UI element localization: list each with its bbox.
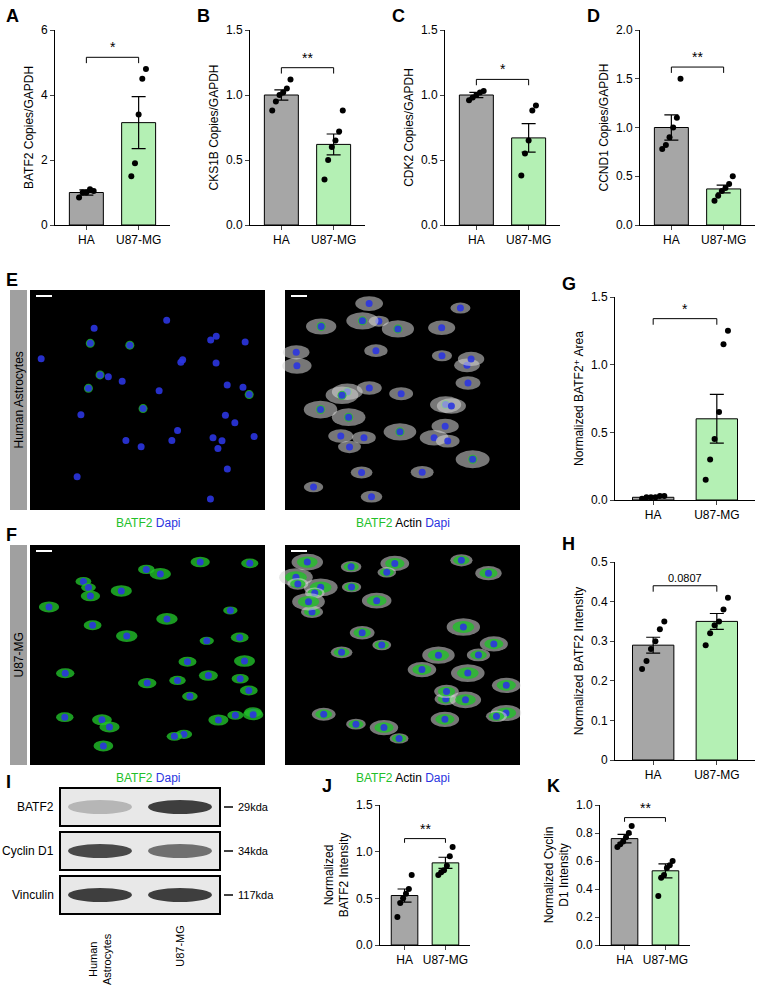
svg-text:6: 6 <box>41 23 48 37</box>
svg-text:34kda: 34kda <box>238 845 269 857</box>
svg-text:0.4: 0.4 <box>576 882 593 896</box>
svg-text:U87-MG: U87-MG <box>311 233 356 247</box>
svg-text:K: K <box>547 776 560 796</box>
svg-text:0.2: 0.2 <box>591 674 608 688</box>
svg-text:1.0: 1.0 <box>591 358 608 372</box>
svg-text:0: 0 <box>41 218 48 232</box>
svg-text:HA: HA <box>468 233 485 247</box>
svg-text:J: J <box>322 776 332 796</box>
svg-text:HA: HA <box>396 953 413 967</box>
svg-text:HA: HA <box>273 233 290 247</box>
svg-text:U87-MG: U87-MG <box>423 953 468 967</box>
svg-text:0.0: 0.0 <box>576 938 593 952</box>
svg-text:CDK2 Copies/GAPDH: CDK2 Copies/GAPDH <box>402 68 416 187</box>
svg-text:BATF2 Actin Dapi: BATF2 Actin Dapi <box>356 771 450 785</box>
svg-text:1.0: 1.0 <box>576 798 593 812</box>
svg-text:Normalized BATF2⁺ Area: Normalized BATF2⁺ Area <box>572 331 586 466</box>
svg-text:4: 4 <box>41 88 48 102</box>
svg-text:I: I <box>6 772 11 792</box>
svg-text:D: D <box>587 6 600 26</box>
svg-text:0.6: 0.6 <box>576 854 593 868</box>
svg-text:BATF2 Copies/GAPDH: BATF2 Copies/GAPDH <box>22 66 36 189</box>
svg-text:A: A <box>6 6 19 26</box>
svg-text:B: B <box>197 6 210 26</box>
svg-text:NormalizedBATF2 Intensity: NormalizedBATF2 Intensity <box>322 833 352 917</box>
svg-text:U87-MG: U87-MG <box>12 632 26 677</box>
svg-text:Human Astrocytes: Human Astrocytes <box>12 351 26 448</box>
svg-text:0.0: 0.0 <box>356 938 373 952</box>
svg-text:*: * <box>110 39 116 55</box>
svg-text:BATF2 Dapi: BATF2 Dapi <box>116 516 180 530</box>
svg-text:29kda: 29kda <box>238 801 269 813</box>
svg-text:1.5: 1.5 <box>421 23 438 37</box>
svg-text:0.5: 0.5 <box>616 169 633 183</box>
svg-text:**: ** <box>640 800 651 816</box>
svg-text:2: 2 <box>41 153 48 167</box>
svg-text:BATF2 Actin Dapi: BATF2 Actin Dapi <box>356 516 450 530</box>
svg-text:0.4: 0.4 <box>591 595 608 609</box>
svg-text:1.5: 1.5 <box>356 798 373 812</box>
svg-text:U87-MG: U87-MG <box>506 233 551 247</box>
svg-text:HA: HA <box>645 768 662 782</box>
svg-text:0.5: 0.5 <box>591 426 608 440</box>
svg-text:U87-MG: U87-MG <box>694 768 739 782</box>
svg-text:0.5: 0.5 <box>356 892 373 906</box>
svg-text:**: ** <box>302 50 313 66</box>
svg-text:**: ** <box>692 49 703 65</box>
svg-text:U87-MG: U87-MG <box>174 925 186 967</box>
svg-text:0.0: 0.0 <box>421 218 438 232</box>
svg-text:1.5: 1.5 <box>226 23 243 37</box>
svg-text:BATF2: BATF2 <box>17 800 54 814</box>
svg-text:1.0: 1.0 <box>421 88 438 102</box>
svg-text:1.0: 1.0 <box>356 845 373 859</box>
svg-text:G: G <box>562 274 576 294</box>
svg-text:Normalized CyclinD1 Intensity: Normalized CyclinD1 Intensity <box>542 827 572 924</box>
svg-text:C: C <box>392 6 405 26</box>
svg-text:0: 0 <box>601 753 608 767</box>
svg-text:1.0: 1.0 <box>616 121 633 135</box>
svg-text:0.0: 0.0 <box>616 218 633 232</box>
svg-text:0.5: 0.5 <box>591 555 608 569</box>
svg-text:1.5: 1.5 <box>591 290 608 304</box>
svg-text:0.0: 0.0 <box>591 493 608 507</box>
svg-text:Cyclin D1: Cyclin D1 <box>2 844 54 858</box>
svg-text:H: H <box>562 534 575 554</box>
svg-text:U87-MG: U87-MG <box>701 233 746 247</box>
svg-text:0.0807: 0.0807 <box>668 572 702 584</box>
svg-text:0.8: 0.8 <box>576 826 593 840</box>
svg-text:CCND1 Copies/GAPDH: CCND1 Copies/GAPDH <box>597 63 611 191</box>
svg-text:U87-MG: U87-MG <box>694 508 739 522</box>
svg-text:F: F <box>6 525 17 545</box>
svg-text:HA: HA <box>645 508 662 522</box>
svg-text:HA: HA <box>663 233 680 247</box>
svg-text:HA: HA <box>616 953 633 967</box>
svg-text:**: ** <box>420 821 431 837</box>
svg-text:0.5: 0.5 <box>421 153 438 167</box>
svg-text:HA: HA <box>78 233 95 247</box>
svg-text:0.3: 0.3 <box>591 634 608 648</box>
svg-text:BATF2 Dapi: BATF2 Dapi <box>116 771 180 785</box>
svg-text:HumanAstrocytes: HumanAstrocytes <box>87 933 113 985</box>
svg-text:0.0: 0.0 <box>226 218 243 232</box>
svg-text:1.0: 1.0 <box>226 88 243 102</box>
svg-text:U87-MG: U87-MG <box>643 953 688 967</box>
svg-text:1.5: 1.5 <box>616 72 633 86</box>
svg-text:E: E <box>6 270 18 290</box>
svg-text:U87-MG: U87-MG <box>116 233 161 247</box>
svg-text:*: * <box>500 61 506 77</box>
svg-text:2.0: 2.0 <box>616 23 633 37</box>
svg-text:*: * <box>682 301 688 317</box>
svg-text:0.5: 0.5 <box>226 153 243 167</box>
svg-text:Normalized BATF2 Intensity: Normalized BATF2 Intensity <box>572 587 586 736</box>
svg-text:0.2: 0.2 <box>576 910 593 924</box>
svg-text:0.1: 0.1 <box>591 714 608 728</box>
svg-text:117kda: 117kda <box>238 889 274 901</box>
svg-text:CKS1B Copies/GAPDH: CKS1B Copies/GAPDH <box>207 64 221 190</box>
svg-text:Vinculin: Vinculin <box>12 888 54 902</box>
